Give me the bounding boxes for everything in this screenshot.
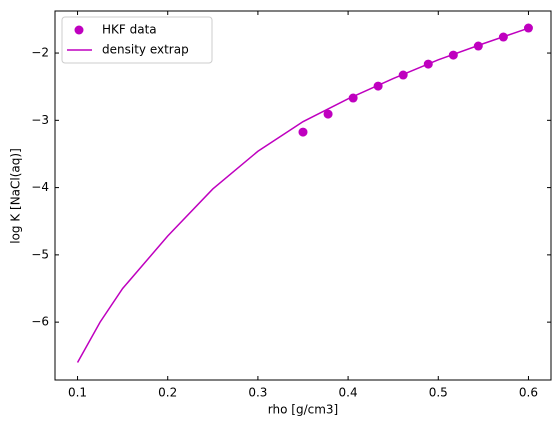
legend-marker	[74, 25, 84, 35]
x-tick-label: 0.4	[339, 386, 358, 400]
y-tick-label: −2	[31, 46, 49, 60]
y-tick-label: −5	[31, 247, 49, 261]
x-tick-label: 0.2	[158, 386, 177, 400]
x-tick-label: 0.3	[248, 386, 267, 400]
x-axis-label: rho [g/cm3]	[268, 403, 338, 417]
y-axis-label: log K [NaCl(aq)]	[9, 148, 23, 244]
x-tick-label: 0.1	[68, 386, 87, 400]
legend-label: HKF data	[102, 23, 157, 37]
y-tick-label: −6	[31, 315, 49, 329]
point	[323, 109, 333, 119]
plot-frame	[54, 10, 552, 381]
y-tick-label: −4	[31, 180, 49, 194]
x-tick-label: 0.5	[429, 386, 448, 400]
y-tick-label: −3	[31, 113, 49, 127]
point	[298, 127, 308, 137]
x-tick-label: 0.6	[519, 386, 538, 400]
legend-box	[61, 16, 213, 64]
line-series	[76, 27, 529, 363]
point	[523, 23, 533, 33]
legend-label: density extrap	[102, 43, 189, 57]
